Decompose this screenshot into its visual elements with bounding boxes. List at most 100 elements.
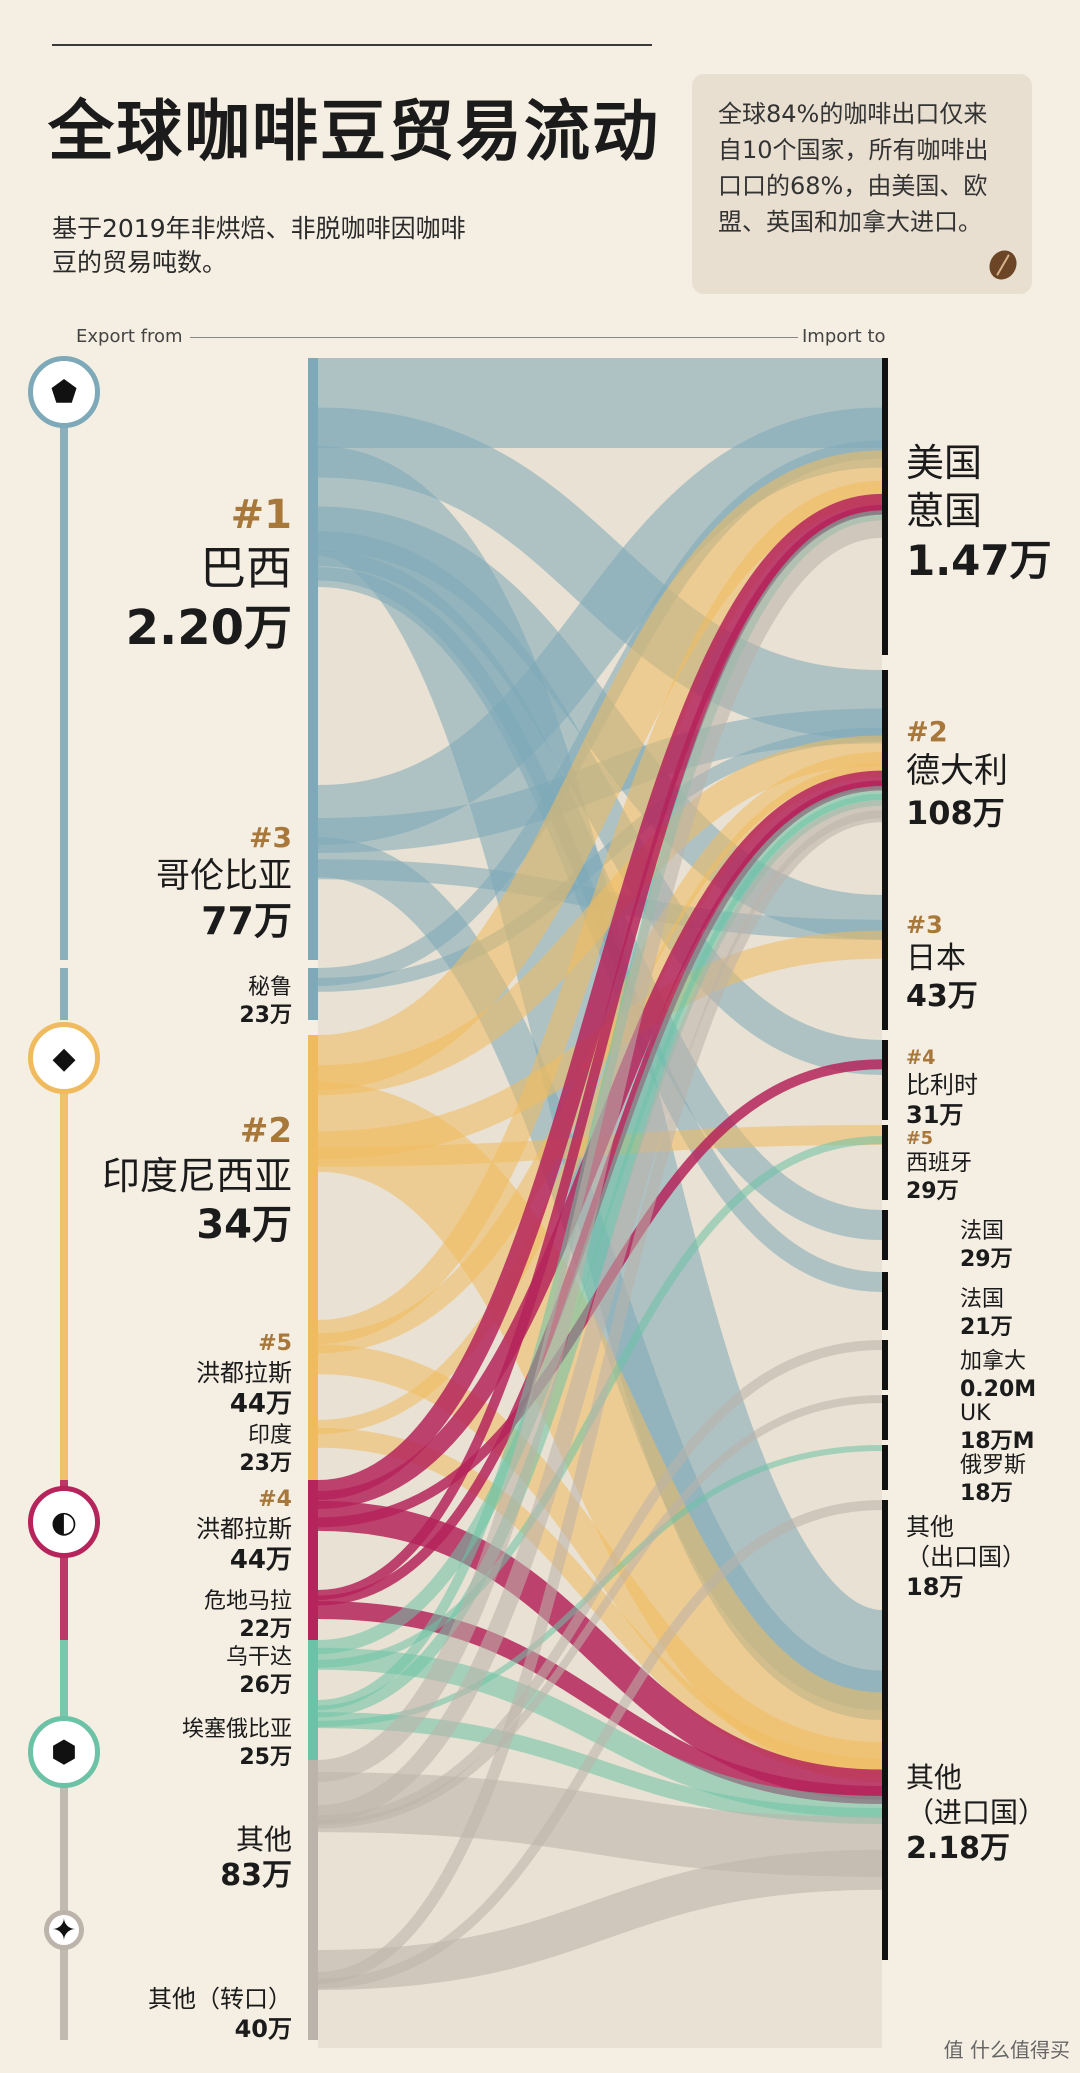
exporter-rank: #1 <box>230 492 292 538</box>
exporter-val: 2.20万 <box>125 599 292 656</box>
flow-ribbon <box>317 480 883 1344</box>
exporter-name: 其他 <box>235 1823 292 1856</box>
exporter-val: 26万 <box>239 1672 292 1698</box>
importer-val: 2.18万 <box>906 1831 1011 1866</box>
importer-label: 俄罗斯 18万 <box>960 1452 1026 1507</box>
importer-name: 比利时 <box>906 1071 978 1099</box>
south-america-icon: ⬟ <box>28 356 100 428</box>
importer-val: 18万 <box>906 1573 964 1601</box>
importer-rank: #3 <box>906 911 943 939</box>
importer-name: 其他 （出口国） <box>906 1513 1026 1571</box>
exporter-val: 34万 <box>196 1202 292 1248</box>
importer-name: 美国 葸国 <box>906 441 983 533</box>
region-line <box>60 1590 68 1640</box>
exporter-name: 印度 <box>247 1423 292 1448</box>
importer-name: 德大利 <box>906 751 1008 791</box>
importer-val: 1.47万 <box>906 536 1052 585</box>
importer-rank: #5 <box>906 1129 933 1149</box>
exporter-val: 44万 <box>229 1388 292 1419</box>
asia-icon: ◆ <box>28 1022 100 1094</box>
exporter-val: 23万 <box>239 1450 292 1476</box>
exporter-val: 44万 <box>229 1544 292 1575</box>
flow-ribbon <box>317 504 883 1600</box>
exporter-label: 其他（转口） 40万 <box>148 1984 292 2044</box>
flow-ribbon <box>317 493 883 1500</box>
importer-val: 31万 <box>906 1101 964 1129</box>
importer-node-bar <box>882 1272 888 1330</box>
importer-val: 29万 <box>906 1178 959 1204</box>
flow-ribbon <box>317 727 883 992</box>
importer-label: 其他 （出口国） 18万 <box>906 1512 1026 1602</box>
region-line <box>60 785 68 960</box>
exporter-node-bar <box>308 1480 318 1590</box>
importer-node-bar <box>882 1500 888 1610</box>
flow-ribbon <box>317 515 883 1782</box>
flow-ribbon <box>317 793 883 1718</box>
flow-ribbon <box>317 1849 883 1990</box>
exporter-val: 40万 <box>234 2015 292 2043</box>
importer-name: 日本 <box>906 941 966 976</box>
page-title: 全球咖啡豆贸易流动 <box>48 93 660 170</box>
importer-label: UK 18万M <box>960 1400 1035 1455</box>
exporter-node-bar <box>308 1035 318 1320</box>
exporter-node-bar <box>308 1700 318 1760</box>
importer-node-bar <box>882 1040 888 1120</box>
exporter-val: 83万 <box>220 1858 292 1893</box>
exporter-label: 其他 83万 <box>220 1822 292 1895</box>
region-line <box>60 1640 68 1700</box>
top-rule <box>52 44 652 46</box>
importer-node-bar <box>882 895 888 1030</box>
exporter-node-bar <box>308 1420 318 1480</box>
summary-note: 全球84%的咖啡出口仅来自10个国家，所有咖啡出口口的68%，由美国、欧盟、英国… <box>692 74 1032 294</box>
importer-rank: #2 <box>906 717 948 748</box>
importer-name: 其他 （进口国） <box>906 1761 1047 1829</box>
exporter-label: 印度 23万 <box>239 1422 292 1477</box>
africa-icon: ⬢ <box>28 1716 100 1788</box>
importer-val: 0.20M <box>960 1376 1037 1402</box>
exporter-name: 巴西 <box>200 541 292 595</box>
exporter-node-bar <box>308 358 318 785</box>
importer-node-bar <box>882 1210 888 1260</box>
flow-ribbon <box>317 786 883 1654</box>
importer-label: 法国 21万 <box>960 1286 1013 1341</box>
importer-val: 29万 <box>960 1246 1013 1272</box>
import-axis-label: Import to <box>802 326 886 347</box>
exporter-label: #2 印度尼西亚 34万 <box>102 1110 292 1250</box>
exporter-name: 秘鲁 <box>247 975 292 1000</box>
flow-ribbon <box>317 810 883 1984</box>
exporter-label: 乌干达 26万 <box>226 1644 292 1699</box>
exporter-val: 25万 <box>239 1744 292 1770</box>
flow-ribbon <box>317 1601 883 1804</box>
importer-node-bar <box>882 670 888 895</box>
importer-name: 西班牙 <box>906 1151 973 1176</box>
exporter-node-bar <box>308 1640 318 1700</box>
exporter-name: 洪都拉斯 <box>196 1358 292 1387</box>
importer-node-bar <box>882 1125 888 1200</box>
exporter-label: 秘鲁 23万 <box>239 974 292 1029</box>
exporter-label: 埃塞俄比亚 25万 <box>182 1716 292 1771</box>
exporter-name: 埃塞俄比亚 <box>181 1717 292 1742</box>
watermark: 值 什么值得买 <box>943 2038 1070 2062</box>
exporter-val: 77万 <box>201 898 292 943</box>
page-subtitle: 基于2019年非烘焙、非脱咖啡因咖啡豆的贸易吨数。 <box>52 214 466 277</box>
importer-node-bar <box>882 1340 888 1390</box>
importer-label: #5 西班牙 29万 <box>906 1128 972 1205</box>
region-line <box>60 1760 68 1950</box>
importer-label: 美国 葸国 1.47万 <box>906 440 1052 588</box>
importer-name: UK <box>960 1401 991 1426</box>
importer-name: 加拿大 <box>960 1349 1027 1374</box>
flow-ribbon <box>317 407 883 845</box>
importer-name: 俄罗斯 <box>960 1453 1027 1478</box>
importer-name: 法国 <box>960 1219 1005 1244</box>
importer-label: 其他 （进口国） 2.18万 <box>906 1760 1046 1868</box>
importer-label: #4 比利时 31万 <box>906 1046 978 1130</box>
exporter-label: #1 巴西 2.20万 <box>126 490 292 658</box>
exporter-rank: #3 <box>249 821 292 854</box>
flow-ribbon <box>317 407 883 740</box>
exporter-node-bar <box>308 1760 318 1950</box>
exporter-val: 23万 <box>239 1002 292 1028</box>
flow-ribbon <box>317 1500 883 1989</box>
exporter-rank: #5 <box>258 1331 292 1356</box>
importer-val: 108万 <box>906 793 1005 832</box>
